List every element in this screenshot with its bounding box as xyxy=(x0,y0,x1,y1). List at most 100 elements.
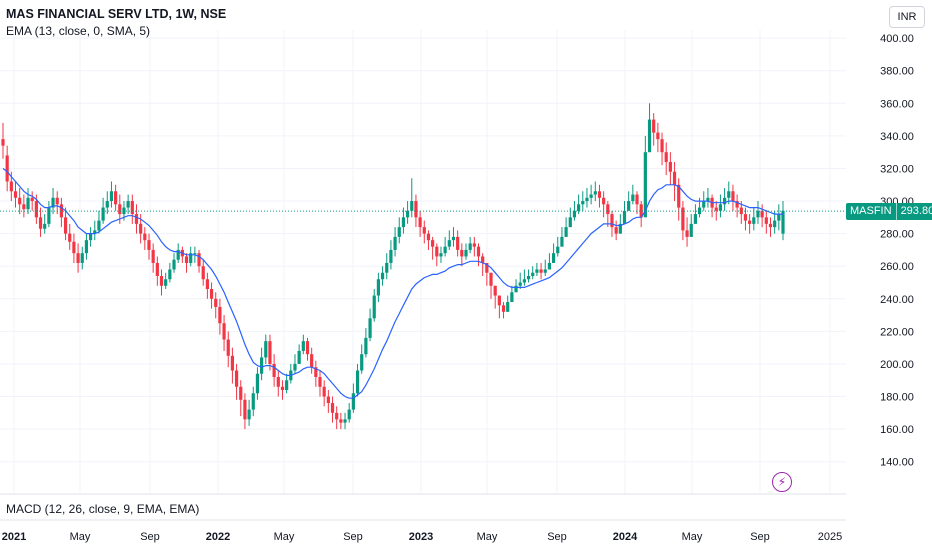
candle-body xyxy=(535,269,539,273)
candle-body xyxy=(172,259,176,270)
candle-body xyxy=(547,262,552,270)
last-price-tag: MASFIN 293.80 xyxy=(846,202,932,220)
ema-indicator-label[interactable]: EMA (13, close, 0, SMA, 5) xyxy=(6,24,151,38)
candle-body xyxy=(101,207,105,221)
candle-body xyxy=(268,341,272,364)
candle xyxy=(293,354,297,374)
candle xyxy=(426,230,431,250)
candle-body xyxy=(764,217,768,224)
candle xyxy=(531,266,535,280)
candle-body xyxy=(214,298,218,307)
y-tick-label: 220.00 xyxy=(880,326,914,338)
candle xyxy=(781,201,785,241)
x-tick-label: Sep xyxy=(343,531,363,543)
price-axis[interactable]: 140.00 160.00 180.00 200.00 220.00 240.00 260.… xyxy=(880,33,914,469)
candle-body xyxy=(643,152,647,218)
candle-body xyxy=(339,419,343,423)
candle xyxy=(568,207,572,228)
candle xyxy=(88,227,93,247)
candle-body xyxy=(627,201,631,211)
candle-body xyxy=(372,295,376,319)
x-tick-label: 2022 xyxy=(206,531,230,543)
candle xyxy=(22,194,26,218)
candle xyxy=(572,201,577,221)
candle-body xyxy=(435,246,439,257)
candle-body xyxy=(593,191,597,195)
candle-body xyxy=(485,262,489,273)
candle-body xyxy=(656,132,660,140)
candle-body xyxy=(405,210,410,218)
candle-body xyxy=(731,191,735,202)
candle-body xyxy=(134,214,139,224)
candle-body xyxy=(335,412,339,420)
candle-body xyxy=(531,272,535,276)
candle-body xyxy=(184,256,189,263)
candle xyxy=(26,188,30,215)
candle-body xyxy=(551,253,556,263)
y-tick-label: 180.00 xyxy=(880,392,914,404)
candle xyxy=(526,269,531,283)
time-axis[interactable]: 2021 May Sep 2022 May Sep 2023 May Sep 2024 May Sep… xyxy=(2,531,842,543)
candle xyxy=(222,315,226,351)
candle xyxy=(247,399,251,426)
candle xyxy=(134,204,139,234)
y-tick-label: 260.00 xyxy=(880,261,914,273)
candle-body xyxy=(443,246,447,254)
candle-body xyxy=(330,403,335,413)
candle xyxy=(205,272,209,299)
candle xyxy=(72,233,76,263)
candle xyxy=(93,220,97,241)
candle xyxy=(280,380,285,400)
candle xyxy=(389,240,393,270)
candle-body xyxy=(456,236,460,250)
candle-body xyxy=(272,363,276,377)
candle xyxy=(435,243,439,267)
candle-body xyxy=(460,249,464,257)
candle xyxy=(714,201,718,221)
candle-body xyxy=(501,305,506,312)
candle-body xyxy=(26,197,30,210)
candle xyxy=(239,380,243,417)
candle-body xyxy=(22,204,26,210)
candle-body xyxy=(209,289,214,299)
currency-button[interactable]: INR xyxy=(889,6,925,28)
candle xyxy=(330,396,335,423)
candle xyxy=(643,135,647,218)
candle xyxy=(647,103,652,153)
candle-body xyxy=(585,197,589,202)
candle xyxy=(101,197,105,224)
candle-body xyxy=(518,282,522,286)
candle-body xyxy=(652,119,656,133)
candle-body xyxy=(347,409,351,420)
candle xyxy=(748,214,752,234)
macd-indicator-label[interactable]: MACD (12, 26, close, 9, EMA, EMA) xyxy=(6,502,200,516)
candle xyxy=(731,184,735,211)
candle xyxy=(268,334,272,371)
candle-body xyxy=(714,207,718,211)
candle xyxy=(535,262,539,276)
candle-body xyxy=(326,396,330,404)
candle xyxy=(464,243,468,260)
candle-body xyxy=(693,214,698,224)
lightning-bolt-icon[interactable]: ⚡︎ xyxy=(772,472,792,492)
candle xyxy=(301,334,305,355)
candle-body xyxy=(197,253,201,267)
candle-body xyxy=(230,355,235,371)
candle-body xyxy=(735,201,739,208)
candle xyxy=(68,223,72,250)
x-tick-label: 2024 xyxy=(613,531,638,543)
candle xyxy=(364,328,368,358)
candle-body xyxy=(752,217,756,224)
candle xyxy=(159,269,164,296)
candle xyxy=(481,253,485,276)
candle-body xyxy=(602,197,606,205)
candle xyxy=(652,113,656,146)
candle-body xyxy=(706,197,710,202)
candle xyxy=(234,363,239,400)
candle xyxy=(80,246,84,270)
candle-body xyxy=(635,194,639,205)
candle xyxy=(622,201,627,224)
candle-body xyxy=(234,370,239,387)
candle-body xyxy=(280,386,285,391)
